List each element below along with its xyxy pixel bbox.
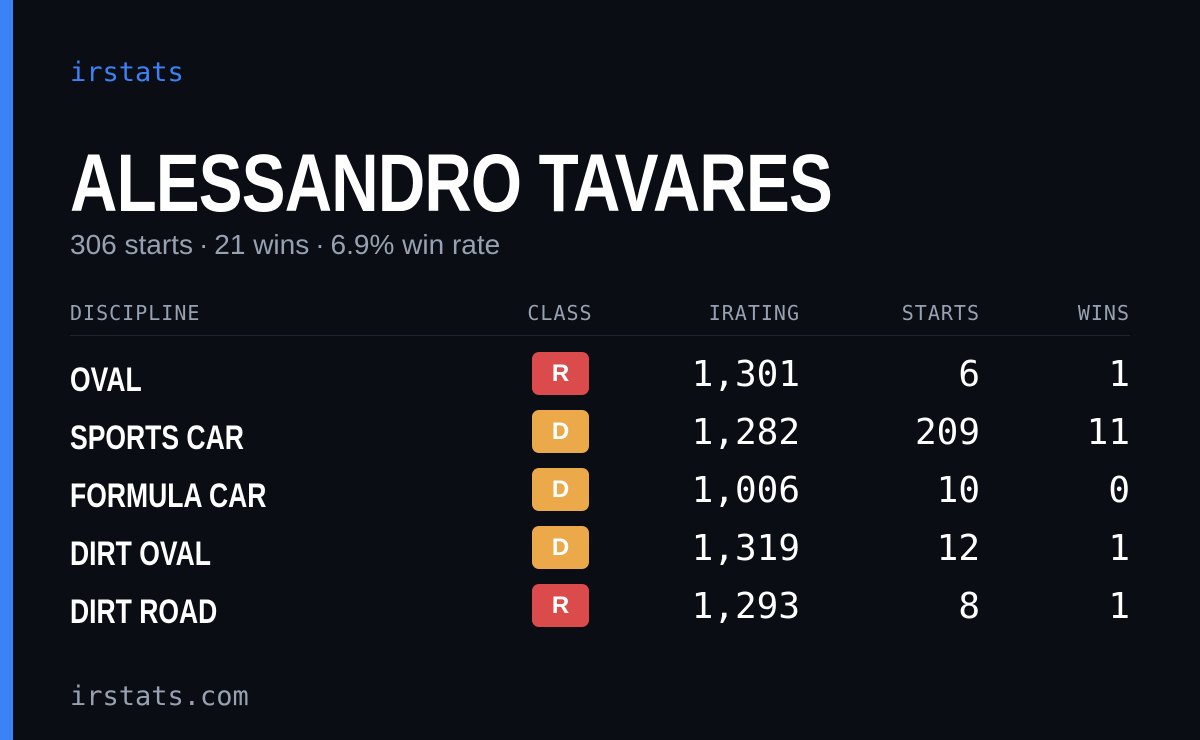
- license-class-badge: R: [532, 352, 589, 395]
- total-wins: 21 wins: [214, 229, 310, 260]
- starts-value: 6: [958, 354, 980, 395]
- separator-dot: ·: [198, 229, 209, 260]
- table-header: DISCIPLINE CLASS IRATING STARTS WINS: [70, 296, 1130, 336]
- starts-value: 12: [936, 528, 980, 569]
- table-row: DIRT ROAD R 1,293 8 1: [70, 584, 1130, 642]
- discipline-name: DIRT OVAL: [70, 535, 211, 573]
- table-row: SPORTS CAR D 1,282 209 11: [70, 410, 1130, 468]
- header-discipline: DISCIPLINE: [70, 301, 201, 325]
- discipline-name: SPORTS CAR: [70, 419, 244, 457]
- discipline-name: OVAL: [70, 361, 142, 399]
- starts-value: 209: [914, 412, 980, 453]
- header-starts: STARTS: [901, 301, 980, 325]
- irating-value: 1,319: [691, 528, 800, 569]
- wins-value: 1: [1108, 586, 1130, 627]
- discipline-stats-table: DISCIPLINE CLASS IRATING STARTS WINS OVA…: [70, 296, 1130, 642]
- wins-value: 1: [1108, 528, 1130, 569]
- header-wins: WINS: [1077, 301, 1130, 325]
- brand-logo-text: irstats: [70, 57, 184, 88]
- wins-value: 11: [1086, 412, 1130, 453]
- table-row: DIRT OVAL D 1,319 12 1: [70, 526, 1130, 584]
- table-body: OVAL R 1,301 6 1 SPORTS CAR D 1,282 209 …: [70, 352, 1130, 642]
- irating-value: 1,301: [691, 354, 800, 395]
- irating-value: 1,293: [691, 586, 800, 627]
- license-class-badge: D: [532, 468, 589, 511]
- starts-value: 10: [936, 470, 980, 511]
- player-name: ALESSANDRO TAVARES: [70, 138, 833, 229]
- irating-value: 1,006: [691, 470, 800, 511]
- total-starts: 306 starts: [70, 229, 193, 260]
- irating-value: 1,282: [691, 412, 800, 453]
- discipline-name: DIRT ROAD: [70, 593, 218, 631]
- player-summary: 306 starts · 21 wins · 6.9% win rate: [70, 228, 500, 262]
- license-class-badge: D: [532, 526, 589, 569]
- table-row: FORMULA CAR D 1,006 10 0: [70, 468, 1130, 526]
- table-row: OVAL R 1,301 6 1: [70, 352, 1130, 410]
- license-class-badge: D: [532, 410, 589, 453]
- starts-value: 8: [958, 586, 980, 627]
- accent-bar: [0, 0, 13, 740]
- header-irating: IRATING: [708, 301, 800, 325]
- wins-value: 0: [1108, 470, 1130, 511]
- discipline-name: FORMULA CAR: [70, 477, 267, 515]
- win-rate: 6.9% win rate: [330, 229, 501, 260]
- separator-dot: ·: [315, 229, 325, 260]
- wins-value: 1: [1108, 354, 1130, 395]
- license-class-badge: R: [532, 584, 589, 627]
- header-class: CLASS: [527, 301, 593, 325]
- footer-url: irstats.com: [70, 681, 249, 712]
